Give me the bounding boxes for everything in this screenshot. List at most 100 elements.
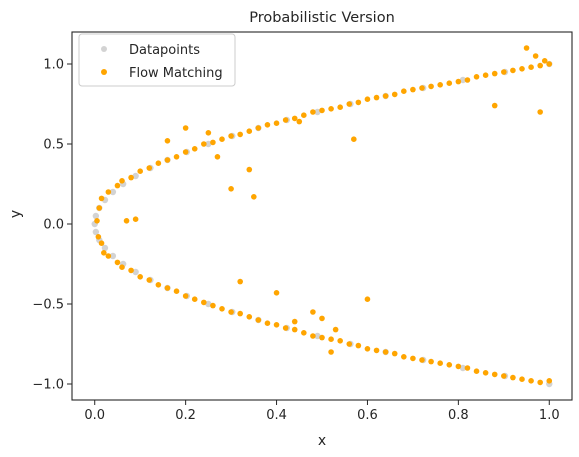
point-flow-matching xyxy=(482,72,489,78)
point-flow-matching xyxy=(473,74,480,80)
plot-frame xyxy=(71,31,573,401)
point-flow-matching xyxy=(455,78,462,85)
point-flow-matching xyxy=(273,322,280,328)
point-flow-matching xyxy=(446,80,453,86)
point-flow-matching xyxy=(328,106,334,112)
point-flow-matching xyxy=(301,112,307,118)
point-flow-matching xyxy=(94,218,100,224)
x-axis: 0.0 0.2 0.4 0.6 0.8 1.0 xyxy=(84,400,560,423)
point-flow-matching xyxy=(146,165,153,171)
point-flow-matching xyxy=(537,379,543,386)
point-flow-matching xyxy=(455,363,462,370)
point-flow-matching xyxy=(237,310,243,317)
point-datapoints xyxy=(92,212,100,220)
point-flow-matching xyxy=(510,67,516,74)
point-flow-matching xyxy=(519,66,525,72)
x-tick-label: 0.8 xyxy=(448,408,469,423)
x-axis-label: x xyxy=(318,433,326,449)
point-flow-matching xyxy=(95,234,102,240)
point-flow-matching xyxy=(123,218,130,224)
y-tick-label: −0.5 xyxy=(32,298,64,313)
y-axis-label: y xyxy=(8,210,24,218)
point-flow-matching xyxy=(128,267,134,274)
point-datapoints xyxy=(205,300,212,308)
point-flow-matching xyxy=(355,342,362,349)
y-axis: −1.0 −0.5 0.0 0.5 1.0 xyxy=(32,58,72,393)
point-flow-matching xyxy=(282,117,289,123)
point-flow-matching xyxy=(537,109,543,115)
point-flow-matching xyxy=(346,341,353,347)
point-flow-matching xyxy=(546,61,553,67)
point-flow-matching xyxy=(337,104,343,110)
point-flow-matching xyxy=(228,133,234,139)
x-tick-label: 0.4 xyxy=(266,408,287,423)
point-flow-matching xyxy=(137,274,143,280)
point-flow-matching xyxy=(301,330,307,336)
point-flow-matching xyxy=(464,365,471,371)
point-flow-matching xyxy=(351,136,357,142)
point-datapoints xyxy=(314,332,321,340)
point-flow-matching xyxy=(410,86,416,93)
point-flow-matching xyxy=(364,96,371,102)
point-flow-matching xyxy=(464,77,471,83)
point-flow-matching xyxy=(201,299,207,306)
point-flow-matching xyxy=(219,306,225,312)
point-flow-matching xyxy=(291,318,298,325)
point-flow-matching xyxy=(237,278,243,285)
points-layer xyxy=(91,45,553,388)
y-tick-label: 0.0 xyxy=(43,218,64,233)
point-flow-matching xyxy=(291,115,298,122)
point-flow-matching xyxy=(328,336,334,343)
y-tick-label: 0.5 xyxy=(43,138,64,153)
point-flow-matching xyxy=(291,326,298,333)
point-flow-matching xyxy=(255,317,262,323)
point-flow-matching xyxy=(128,174,134,181)
y-tick-label: 1.0 xyxy=(43,58,64,73)
point-flow-matching xyxy=(491,371,498,378)
point-datapoints xyxy=(459,76,467,84)
legend-marker-flow-matching xyxy=(101,69,107,75)
point-flow-matching xyxy=(273,290,280,296)
point-flow-matching xyxy=(246,128,253,134)
point-flow-matching xyxy=(182,149,189,155)
point-flow-matching xyxy=(246,166,253,173)
point-flow-matching xyxy=(146,277,153,283)
point-flow-matching xyxy=(528,378,534,384)
point-flow-matching xyxy=(373,347,380,354)
point-flow-matching xyxy=(419,85,425,91)
point-flow-matching xyxy=(105,189,112,195)
point-flow-matching xyxy=(437,82,443,88)
point-flow-matching xyxy=(346,101,353,107)
legend-box xyxy=(78,33,236,87)
point-flow-matching xyxy=(532,53,539,59)
legend-marker-datapoints xyxy=(101,46,107,52)
point-datapoints xyxy=(459,364,467,372)
legend-label-flow-matching: Flow Matching xyxy=(129,66,223,81)
point-flow-matching xyxy=(401,88,407,94)
point-flow-matching xyxy=(510,374,516,381)
point-flow-matching xyxy=(310,309,316,315)
point-flow-matching xyxy=(282,325,289,331)
point-flow-matching xyxy=(214,154,221,160)
point-flow-matching xyxy=(337,338,343,344)
point-flow-matching xyxy=(541,58,548,64)
point-flow-matching xyxy=(132,216,139,222)
point-flow-matching xyxy=(173,288,180,295)
point-flow-matching xyxy=(428,358,434,365)
point-flow-matching xyxy=(101,250,107,256)
point-flow-matching xyxy=(182,125,189,131)
point-flow-matching xyxy=(210,302,216,309)
point-flow-matching xyxy=(137,168,143,174)
point-flow-matching xyxy=(114,182,121,189)
x-tick-label: 0.6 xyxy=(357,408,378,423)
point-flow-matching xyxy=(437,360,443,367)
point-flow-matching xyxy=(98,195,105,202)
point-flow-matching xyxy=(364,346,371,352)
point-flow-matching xyxy=(173,154,180,160)
point-flow-matching xyxy=(382,349,389,355)
point-flow-matching xyxy=(382,93,389,99)
point-flow-matching xyxy=(319,107,325,114)
point-flow-matching xyxy=(201,141,207,147)
point-flow-matching xyxy=(546,378,553,384)
point-flow-matching xyxy=(264,320,271,327)
